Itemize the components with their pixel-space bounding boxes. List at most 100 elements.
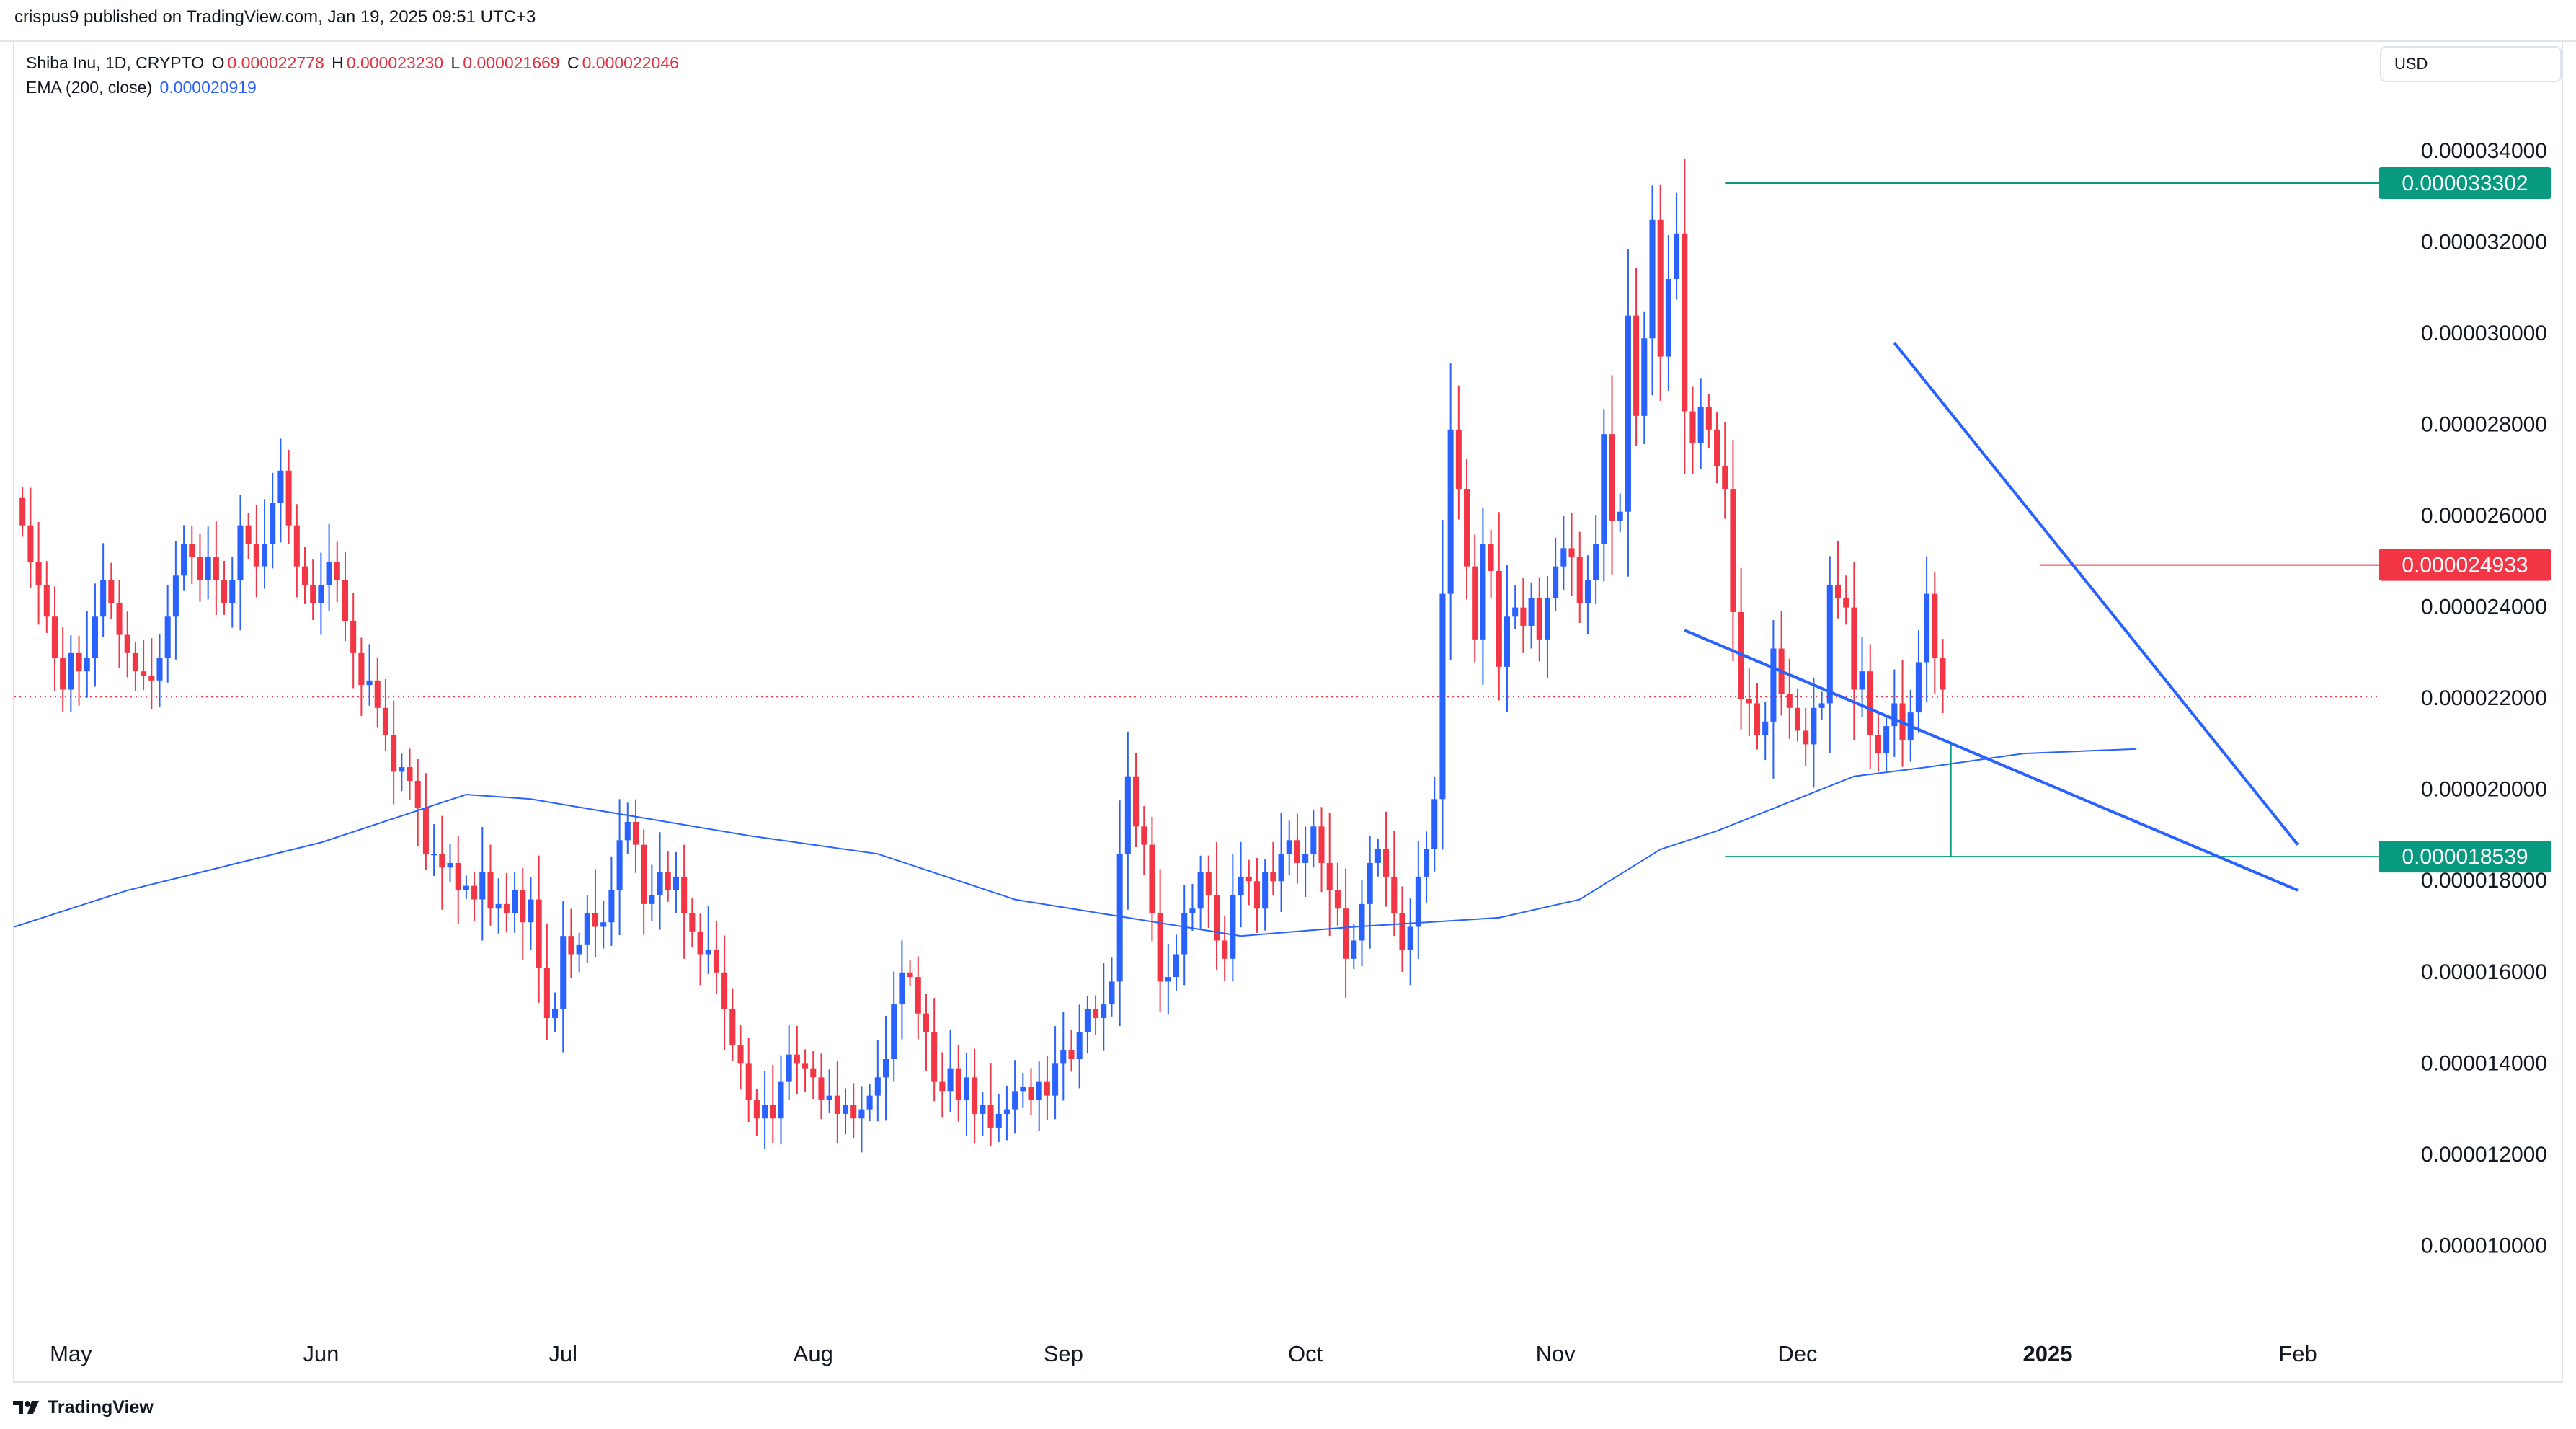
ema-label[interactable]: EMA (200, close) [26,78,153,97]
candle-body [1617,511,1623,521]
candle-body [1213,895,1220,941]
tradingview-footer[interactable]: TradingView [13,1394,154,1420]
wedge-trendline [1893,342,2299,846]
candle-body [1528,598,1535,626]
candle-body [1060,1050,1067,1064]
candle-body [923,1013,930,1032]
candle-body [818,1077,825,1100]
candle-body [1367,862,1373,904]
candle-body [1359,903,1365,941]
high-value: 0.000023230 [346,53,444,72]
candle-body [1447,429,1454,594]
candle-body [649,895,655,904]
candle-body [262,544,268,567]
candle-body [181,544,187,576]
candle-body [543,968,550,1019]
x-tick-label: Jun [303,1341,339,1366]
currency-button[interactable]: USD [2380,46,2562,82]
candle-body [455,862,461,890]
publish-info: crispus9 published on TradingView.com, J… [14,7,536,27]
candle-body [270,503,276,544]
candle-body [1811,707,1817,745]
candle-body [1407,926,1413,950]
candle-body [1940,658,1946,690]
candle-body [1924,593,1930,663]
candle-body [608,890,615,923]
ema-row: EMA (200, close) 0.000020919 [26,75,682,99]
candle-body [76,652,82,672]
candle-body [213,557,219,580]
candle-body [1697,407,1704,443]
candle-body [366,680,373,686]
candle-body [931,1032,938,1082]
candle-body [1181,913,1188,955]
chart-legend: Shiba Inu, 1D, CRYPTO O 0.000022778 H 0.00… [26,50,682,99]
candle-body [907,972,913,978]
candle-body [1052,1063,1059,1096]
y-tick-label: 0.000030000 [2421,322,2547,345]
candle-body [301,566,308,585]
candle-body [1028,1086,1034,1100]
candle-body [1124,776,1131,854]
candle-body [1536,598,1542,640]
y-tick-label: 0.000028000 [2421,413,2547,437]
candle-body [995,1113,1002,1128]
publish-header: crispus9 published on TradingView.com, J… [0,0,2576,42]
tradingview-logo-icon [13,1401,39,1414]
candle-body [915,977,921,1014]
candle-body [1665,279,1671,357]
candle-body [1609,434,1615,521]
candle-body [350,621,357,653]
candle-body [1253,881,1260,909]
candle-body [1076,1032,1083,1060]
candle-body [681,876,688,913]
candle-body [770,1105,776,1119]
candle-body [1391,876,1398,913]
ema-value: 0.000020919 [159,78,257,97]
candle-body [1657,219,1664,357]
candle-body [520,890,526,923]
candle-body [1036,1081,1042,1100]
candle-body [164,616,171,658]
y-tick-label: 0.000032000 [2421,230,2547,254]
candle-body [1003,1109,1010,1114]
y-tick-label: 0.000014000 [2421,1051,2547,1075]
candle-body [600,922,607,927]
candle-body [576,944,582,955]
candle-body [939,1081,946,1092]
x-tick-label: Nov [1536,1341,1576,1366]
candle-body [1915,662,1922,713]
candle-body [1318,826,1325,863]
candle-body [51,616,58,658]
candle-body [1044,1081,1050,1096]
candle-body [1197,872,1204,909]
candle-body [148,676,155,681]
symbol-label[interactable]: Shiba Inu, 1D, CRYPTO [26,53,205,72]
candle-body [84,658,90,672]
candle-body [972,1077,978,1114]
candle-body [1133,776,1140,827]
candle-body [447,862,453,868]
y-tick-label: 0.000026000 [2421,504,2547,528]
candle-body [1439,593,1446,800]
candle-body [479,872,486,900]
candle-body [858,1109,865,1119]
candle-body [35,562,42,585]
candle-body [1020,1086,1026,1092]
candle-body [391,735,397,772]
candle-body [318,584,324,603]
candle-body [1157,913,1163,982]
y-tick-label: 0.000012000 [2421,1143,2547,1167]
candle-body [1601,434,1607,544]
candle-body [512,890,518,913]
candle-body [528,899,534,923]
candle-body [1512,607,1519,617]
candle-body [382,707,388,735]
x-tick-label: 2025 [2023,1341,2073,1366]
candle-body [205,557,211,580]
candle-body [1803,730,1809,745]
candle-body [1424,849,1430,877]
candle-body [1101,1004,1107,1019]
x-tick-label: Sep [1044,1341,1083,1366]
